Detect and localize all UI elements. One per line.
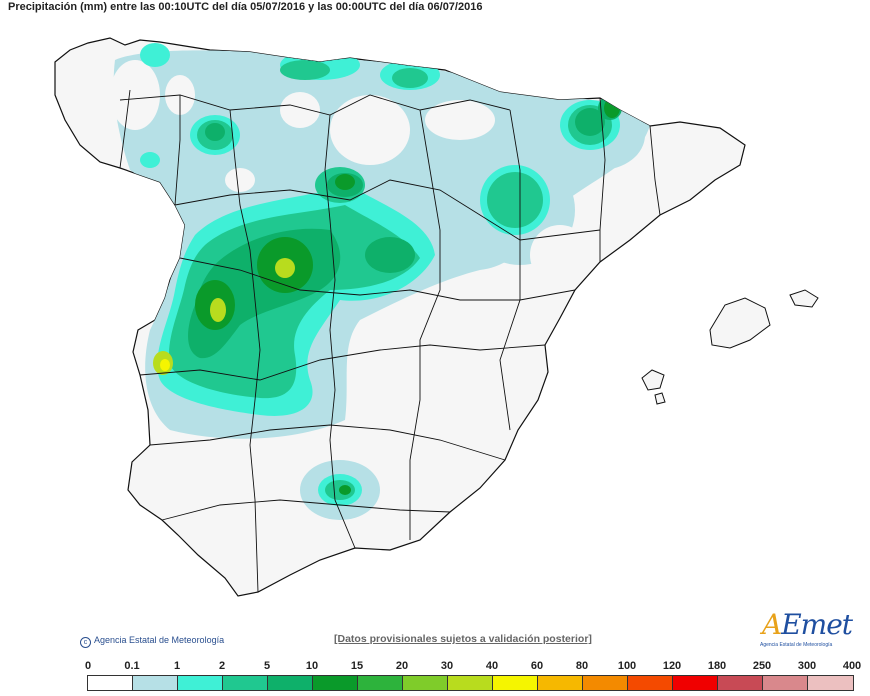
balearic-islands (641, 289, 819, 405)
legend-threshold-label: 15 (350, 660, 364, 672)
logo-letter-a: A (762, 608, 782, 641)
aemet-logo: AEmet Agencia Estatal de Meteorología (760, 608, 853, 652)
legend-threshold-label: 60 (530, 660, 544, 672)
legend-swatch (178, 676, 223, 690)
legend-swatch (673, 676, 718, 690)
disclaimer-text: [Datos provisionales sujetos a validació… (334, 633, 592, 645)
legend-swatch (538, 676, 583, 690)
legend-labels: 0 0.1 1 2 5 10 15 20 30 40 60 80 100 120 180 250 300 400 (0, 660, 870, 674)
legend-threshold-label: 180 (707, 660, 727, 672)
legend-threshold-label: 100 (617, 660, 637, 672)
legend-threshold-label: 1 (173, 660, 181, 672)
credit-text: c Agencia Estatal de Meteorología (80, 635, 224, 648)
legend-threshold-label: 0.1 (124, 660, 140, 672)
legend-swatch (718, 676, 763, 690)
legend-color-bar (87, 675, 854, 691)
legend-threshold-label: 5 (263, 660, 271, 672)
copyright-icon: c (80, 637, 91, 648)
legend-threshold-label: 40 (485, 660, 499, 672)
legend-swatch (763, 676, 808, 690)
legend-swatch (493, 676, 538, 690)
legend-threshold-label: 120 (662, 660, 682, 672)
legend-threshold-label: 2 (218, 660, 226, 672)
legend-threshold-label: 250 (752, 660, 772, 672)
legend-threshold-label: 400 (842, 660, 862, 672)
credit-label: Agencia Estatal de Meteorología (94, 635, 225, 645)
map-title: Precipitación (mm) entre las 00:10UTC de… (8, 1, 483, 13)
legend-swatch (313, 676, 358, 690)
legend-swatch (223, 676, 268, 690)
legend-swatch (583, 676, 628, 690)
legend-threshold-label: 10 (305, 660, 319, 672)
legend-swatch (448, 676, 493, 690)
legend-threshold-label: 20 (395, 660, 409, 672)
legend-threshold-label: 0 (85, 660, 92, 672)
legend-threshold-label: 30 (440, 660, 454, 672)
legend-swatch (268, 676, 313, 690)
province-borders (119, 89, 661, 593)
legend-swatch (628, 676, 673, 690)
logo-subtitle: Agencia Estatal de Meteorología (760, 642, 833, 648)
precipitation-layer (110, 43, 651, 520)
legend-swatch (133, 676, 178, 690)
legend-threshold-label: 300 (797, 660, 817, 672)
legend-swatch (88, 676, 133, 690)
logo-letters: Emet (781, 608, 853, 641)
legend-threshold-label: 80 (575, 660, 589, 672)
legend-swatch (403, 676, 448, 690)
legend-swatch (358, 676, 403, 690)
legend-swatch (808, 676, 853, 690)
